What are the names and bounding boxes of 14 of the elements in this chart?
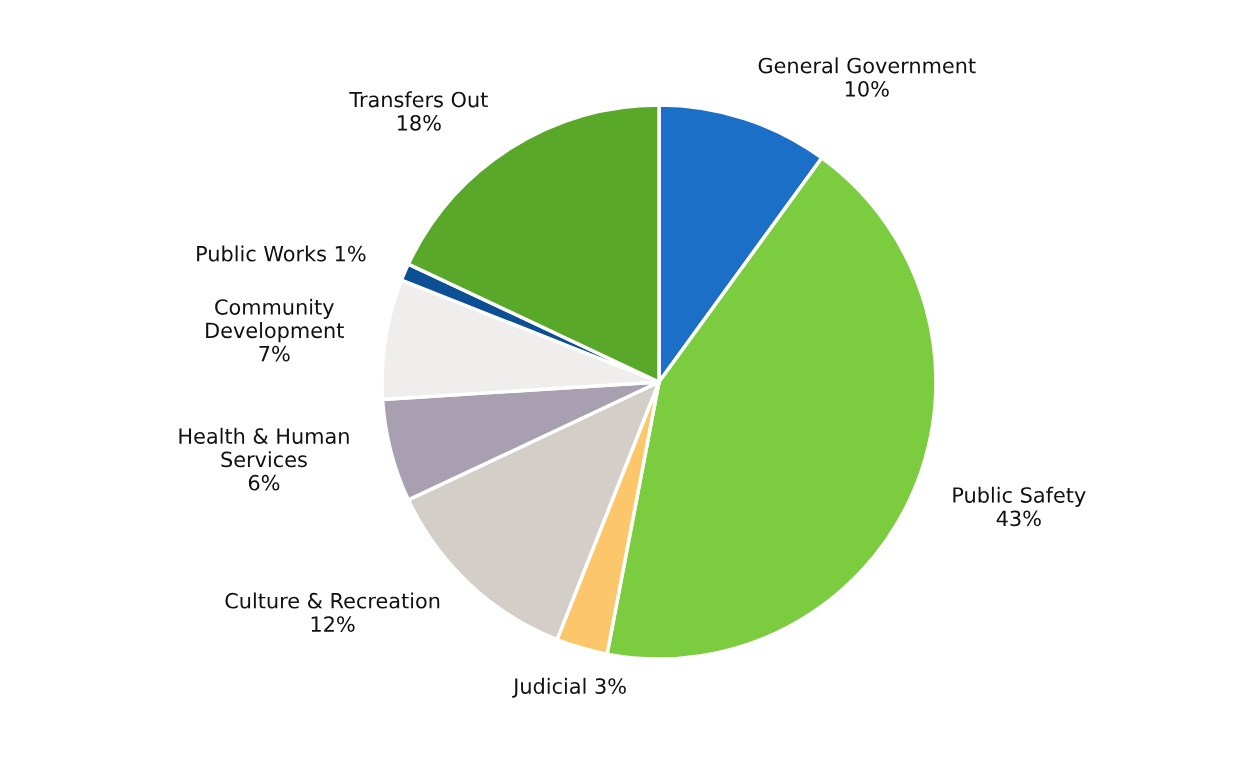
data-label: 10%: [845, 80, 889, 97]
slice-label: Community Development: [206, 298, 344, 343]
slice-label: Public Works 1%: [197, 245, 366, 262]
data-label: 7%: [259, 345, 290, 362]
data-label: 6%: [248, 474, 280, 491]
slice-label: General Government: [758, 57, 976, 74]
data-label: 43%: [996, 510, 1041, 527]
slice-label: Judicial 3%: [512, 677, 626, 698]
slice-label: Public Safety: [953, 486, 1086, 507]
slice-label: Transfers Out: [349, 91, 488, 108]
slice-label: Health & Human Services: [179, 427, 349, 468]
data-label: 12%: [311, 616, 355, 632]
slice-label: Culture & Recreation: [225, 592, 440, 609]
data-label: 18%: [397, 114, 441, 131]
